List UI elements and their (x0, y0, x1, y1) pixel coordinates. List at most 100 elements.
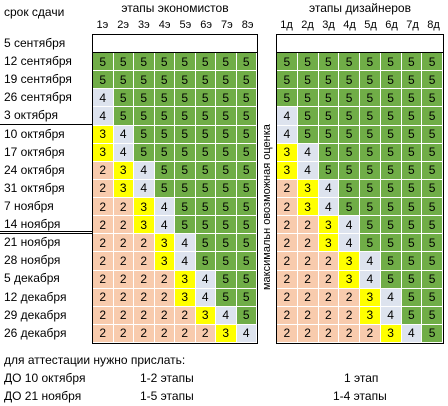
design-grade-cell: 4 (318, 198, 340, 217)
design-grade-cell: 5 (360, 71, 381, 90)
econ-grade-cell: 3 (93, 143, 114, 162)
econ-grade-cell: 5 (236, 234, 257, 253)
econ-grade-cell: 4 (154, 198, 175, 217)
due-date-header: срок сдачи (4, 5, 65, 19)
footer-econ-1: 1-2 этапы (140, 371, 194, 385)
design-grade-cell: 2 (277, 216, 298, 235)
design-col-header: 8д (427, 19, 440, 31)
footer-deadline-1: ДО 10 октября (4, 371, 86, 385)
econ-grade-cell: 5 (216, 216, 237, 235)
design-grade-cell: 5 (277, 71, 298, 90)
econ-grade-cell: 5 (236, 89, 257, 108)
design-grade-cell: 5 (339, 89, 360, 108)
econ-grade-cell: 4 (93, 89, 114, 108)
design-grade-cell: 3 (277, 161, 298, 180)
design-grade-cell: 5 (360, 53, 381, 72)
econ-grade-cell: 5 (216, 71, 237, 90)
econ-grade-cell: 5 (175, 143, 196, 162)
econ-grade-cell: 2 (113, 270, 134, 289)
econ-grade-cell: 2 (154, 288, 175, 307)
design-grade-cell: 5 (360, 161, 381, 180)
design-grade-cell: 2 (297, 216, 319, 235)
econ-grade-cell: 5 (175, 161, 196, 180)
design-grade-cell: 4 (297, 143, 319, 162)
econ-grade-cell: 5 (236, 270, 257, 289)
econ-grade-cell: 5 (134, 71, 155, 90)
econ-grade-cell: 5 (216, 234, 237, 253)
design-grade-cell: 5 (339, 71, 360, 90)
due-date: 7 ноября (4, 198, 54, 213)
due-date: 14 ноября (4, 217, 61, 232)
econ-grade-cell: 5 (175, 125, 196, 144)
design-grade-cell: 5 (380, 179, 402, 199)
econ-grade-cell: 4 (175, 234, 196, 253)
design-grade-cell: 5 (422, 270, 443, 289)
design-grade-cell: 2 (318, 270, 340, 289)
design-grade-cell: 2 (318, 306, 340, 325)
econ-grade-cell: 5 (236, 306, 257, 325)
econ-grade-cell: 5 (113, 71, 134, 90)
design-grade-cell: 5 (380, 71, 402, 90)
design-grade-cell: 2 (297, 234, 319, 253)
econ-grade-cell: 3 (154, 234, 175, 253)
econ-grade-cell: 5 (113, 53, 134, 72)
footer-econ-2: 1-5 этапы (140, 389, 194, 403)
design-grade-cell: 5 (401, 179, 423, 199)
econ-grade-cell: 5 (216, 288, 237, 307)
design-grade-cell: 5 (380, 107, 402, 126)
design-grade-cell: 5 (360, 143, 381, 162)
design-grade-cell: 5 (380, 53, 402, 72)
econ-grade-cell: 5 (175, 53, 196, 72)
design-grade-cell: 5 (401, 107, 423, 126)
design-grade-cell: 5 (339, 107, 360, 126)
design-grade-cell: 5 (318, 53, 340, 72)
design-grade-cell: 2 (297, 306, 319, 325)
design-grade-cell: 2 (277, 288, 298, 307)
footer-design-1: 1 этап (344, 371, 379, 385)
design-grade-cell: 5 (401, 53, 423, 72)
design-grade-cell: 5 (277, 89, 298, 108)
design-grade-cell: 5 (297, 89, 319, 108)
design-grade-cell: 5 (401, 216, 423, 235)
design-grade-cell: 5 (297, 71, 319, 90)
econ-grade-cell: 2 (113, 306, 134, 325)
econ-grade-cell: 5 (154, 161, 175, 180)
design-grade-cell: 5 (422, 143, 443, 162)
econ-grade-cell: 2 (113, 324, 134, 343)
econ-grade-cell: 5 (216, 179, 237, 199)
econ-grade-cell: 2 (93, 198, 114, 217)
design-grade-cell: 5 (339, 143, 360, 162)
design-grade-cell (422, 35, 443, 54)
footer-title: для аттестации нужно прислать: (4, 353, 186, 367)
design-grade-cell (360, 35, 381, 54)
due-date: 21 ноября (4, 235, 61, 250)
due-date: 29 декабря (4, 307, 67, 322)
design-grade-cell: 2 (339, 306, 360, 325)
due-dates-column: 5 сентября 12 сентября 19 сентября 26 сентя… (0, 34, 92, 342)
econ-grade-cell: 5 (216, 161, 237, 180)
econ-grade-cell: 5 (93, 71, 114, 90)
econ-grade-cell: 5 (216, 107, 237, 126)
econ-grade-cell: 2 (134, 306, 155, 325)
design-grade-cell: 5 (401, 252, 423, 271)
design-grade-cell: 5 (401, 198, 423, 217)
design-grade-cell: 5 (360, 107, 381, 126)
design-grade-cell: 2 (277, 198, 298, 217)
design-grade-cell: 2 (318, 252, 340, 271)
econ-grade-cell: 2 (113, 234, 134, 253)
due-date: 26 сентября (4, 90, 72, 105)
due-date: 12 сентября (4, 54, 72, 69)
design-grade-cell: 2 (297, 252, 319, 271)
design-grade-cell: 3 (318, 216, 340, 235)
econ-grade-cell: 2 (195, 324, 216, 343)
econ-col-header: 1э (96, 19, 109, 31)
econ-grade-cell: 5 (154, 53, 175, 72)
econ-grade-cell: 2 (113, 288, 134, 307)
econ-grade-cell: 5 (236, 143, 257, 162)
design-grade-cell: 2 (297, 288, 319, 307)
design-grade-cell: 5 (422, 234, 443, 253)
design-grade-cell: 5 (277, 53, 298, 72)
econ-col-header: 8э (241, 19, 254, 31)
econ-grade-cell: 3 (113, 161, 134, 180)
econ-grade-cell: 5 (195, 198, 216, 217)
